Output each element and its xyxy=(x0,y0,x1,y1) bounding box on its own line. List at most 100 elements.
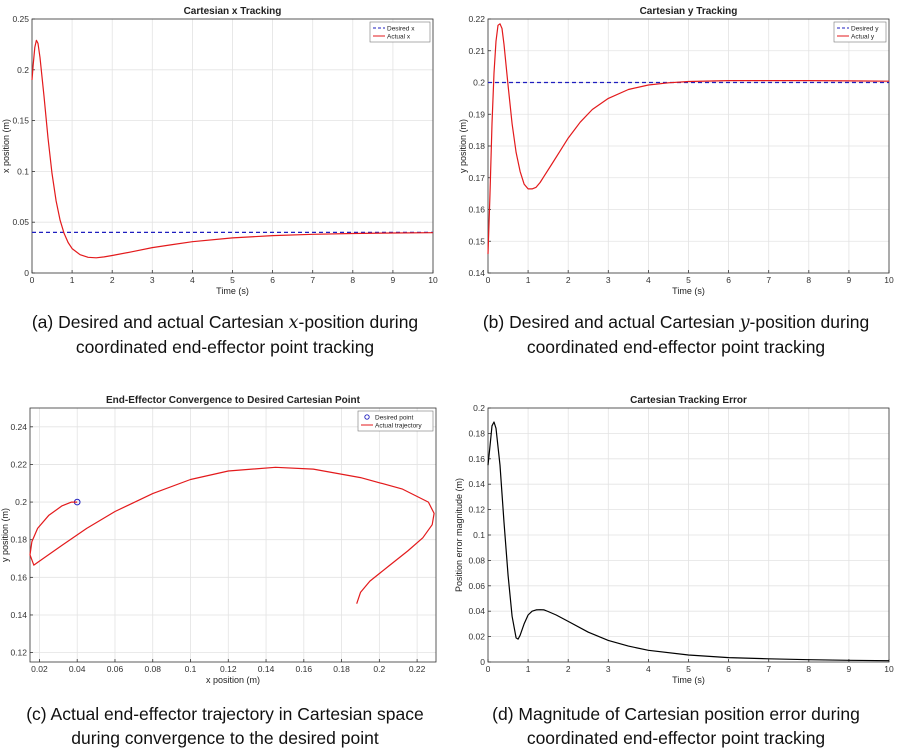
chart-2: 0 1 2 3 4 5 6 7 8 9 10 0.14 0.15 0.16 0.17 0.18 0.19 0.2 0… xyxy=(458,6,894,296)
series-line xyxy=(487,23,890,255)
caption-b-var: y xyxy=(739,313,750,333)
y-tick-label: 0.06 xyxy=(468,581,485,591)
y-tick-label: 0.21 xyxy=(468,46,485,56)
axes-box xyxy=(487,407,890,663)
y-tick-label: 0.12 xyxy=(10,648,27,658)
y-tick-label: 0.02 xyxy=(468,632,485,642)
x-tick-label: 7 xyxy=(310,275,315,285)
x-tick-label: 4 xyxy=(646,275,651,285)
x-tick-label: 0.22 xyxy=(409,664,426,674)
x-tick-label: 2 xyxy=(566,664,571,674)
caption-c-line1: (c) Actual end-effector trajectory in Ca… xyxy=(26,704,424,724)
series-line xyxy=(487,421,890,662)
x-tick-label: 2 xyxy=(566,275,571,285)
y-tick-label: 0.2 xyxy=(473,403,485,413)
caption-d-line2: coordinated end-effector point tracking xyxy=(526,728,826,748)
x-tick-label: 1 xyxy=(526,664,531,674)
legend-box xyxy=(833,21,887,43)
legend-label: Actual trajectory xyxy=(375,423,422,430)
caption-a-line2: coordinated end-effector point tracking xyxy=(75,337,375,357)
x-axis-label: Time (s) xyxy=(672,286,705,296)
y-axis-label: y position (m) xyxy=(0,508,10,562)
y-tick-label: 0.22 xyxy=(10,459,27,469)
y-tick-label: 0.14 xyxy=(10,610,27,620)
caption-b-line2: coordinated end-effector point tracking xyxy=(526,337,826,357)
chart-3: 0.02 0.04 0.06 0.08 0.1 0.12 0.14 0.16 0.18 0.2 0.… xyxy=(0,395,437,685)
x-tick-label: 0.08 xyxy=(144,664,161,674)
caption-a-text: (a) Desired and actual Cartesian xyxy=(31,312,289,332)
y-tick-label: 0.14 xyxy=(468,268,485,278)
y-tick-label: 0.16 xyxy=(10,572,27,582)
y-tick-label: 0.15 xyxy=(468,236,485,246)
legend-label: Desired x xyxy=(387,26,415,33)
y-tick-label: 0.16 xyxy=(468,205,485,215)
y-axis-label: Position error magnitude (m) xyxy=(454,478,464,592)
y-tick-label: 0.2 xyxy=(15,497,27,507)
caption-a-var: x xyxy=(288,313,299,333)
legend-label: Desired y xyxy=(851,26,879,33)
plot-area xyxy=(30,408,436,662)
y-tick-label: 0.14 xyxy=(468,479,485,489)
y-tick-label: 0.1 xyxy=(473,530,485,540)
series-line xyxy=(29,466,435,604)
caption-c: (c) Actual end-effector trajectory in Ca… xyxy=(0,702,450,750)
y-tick-label: 0.08 xyxy=(468,555,485,565)
y-tick-label: 0.18 xyxy=(468,141,485,151)
legend-label: Actual x xyxy=(387,34,411,41)
chart-4: 0 1 2 3 4 5 6 7 8 9 10 0 0.02 0.04 0.06 0.08 0.1 0.12 0.14… xyxy=(454,395,894,685)
x-tick-label: 2 xyxy=(110,275,115,285)
x-tick-label: 0 xyxy=(486,275,491,285)
x-tick-label: 4 xyxy=(646,664,651,674)
y-tick-label: 0.04 xyxy=(468,606,485,616)
y-tick-label: 0.24 xyxy=(10,422,27,432)
y-tick-label: 0 xyxy=(480,657,485,667)
y-tick-label: 0.12 xyxy=(468,505,485,515)
x-tick-label: 7 xyxy=(766,664,771,674)
y-axis-label: x position (m) xyxy=(1,119,11,173)
chart-title: Cartesian x Tracking xyxy=(184,6,282,17)
x-tick-label: 0.1 xyxy=(185,664,197,674)
x-tick-label: 0.18 xyxy=(333,664,350,674)
chart-title: End-Effector Convergence to Desired Cart… xyxy=(106,395,361,406)
x-tick-label: 10 xyxy=(428,275,438,285)
x-tick-label: 0.04 xyxy=(69,664,86,674)
y-tick-label: 0.1 xyxy=(17,166,29,176)
caption-c-line2: during convergence to the desired point xyxy=(71,728,379,748)
chart-title: Cartesian y Tracking xyxy=(640,6,738,17)
x-tick-label: 5 xyxy=(230,275,235,285)
caption-b-text: (b) Desired and actual Cartesian xyxy=(482,312,740,332)
y-tick-label: 0.05 xyxy=(12,217,29,227)
x-tick-label: 3 xyxy=(606,664,611,674)
x-tick-label: 0.14 xyxy=(258,664,275,674)
y-tick-label: 0.18 xyxy=(10,535,27,545)
x-tick-label: 0 xyxy=(30,275,35,285)
x-tick-label: 1 xyxy=(526,275,531,285)
x-tick-label: 8 xyxy=(350,275,355,285)
x-tick-label: 0.02 xyxy=(31,664,48,674)
axes-box xyxy=(487,18,890,274)
axes-box xyxy=(31,18,434,274)
chart-1: 0 1 2 3 4 5 6 7 8 9 10 0 0.05 0.1 0.15 0.2 0.25 Cartesian… xyxy=(1,6,438,296)
x-axis-label: x position (m) xyxy=(206,675,260,685)
x-tick-label: 10 xyxy=(884,664,894,674)
caption-a-text-post: -position during xyxy=(298,312,419,332)
x-tick-label: 9 xyxy=(847,275,852,285)
x-tick-label: 9 xyxy=(391,275,396,285)
y-tick-label: 0.19 xyxy=(468,109,485,119)
y-tick-label: 0.16 xyxy=(468,454,485,464)
x-tick-label: 7 xyxy=(766,275,771,285)
x-tick-label: 8 xyxy=(806,664,811,674)
x-tick-label: 6 xyxy=(270,275,275,285)
x-tick-label: 6 xyxy=(726,275,731,285)
caption-a: (a) Desired and actual Cartesian x-posit… xyxy=(5,310,445,359)
y-tick-label: 0 xyxy=(24,268,29,278)
y-tick-label: 0.15 xyxy=(12,116,29,126)
chart-title: Cartesian Tracking Error xyxy=(630,395,747,406)
y-axis-label: y position (m) xyxy=(458,119,468,173)
y-tick-label: 0.25 xyxy=(12,14,29,24)
caption-b-text-post: -position during xyxy=(749,312,870,332)
legend-marker xyxy=(364,414,370,420)
